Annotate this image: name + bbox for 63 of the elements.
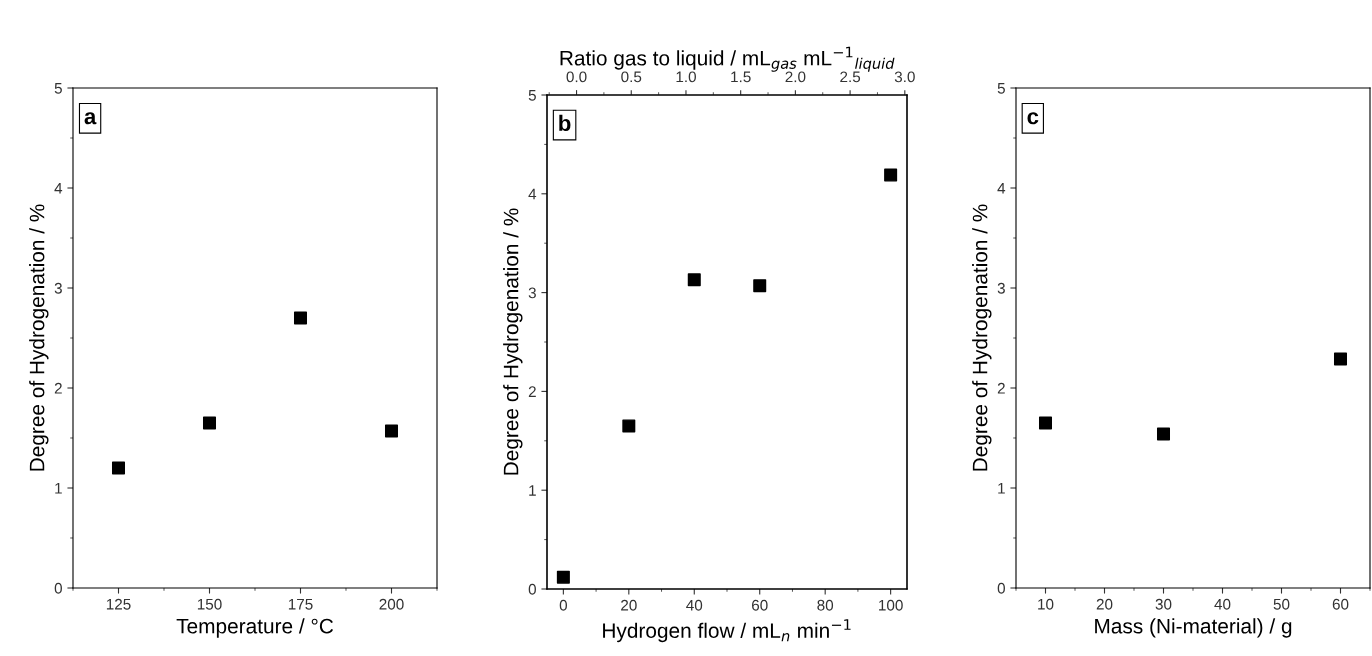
point [753,279,767,293]
y-tick-label: 3 [997,282,1005,294]
x2-tick-label: 0.0 [566,71,587,83]
x-tick-label: 150 [197,598,222,610]
point [884,168,898,182]
y-tick-label: 1 [529,485,536,496]
y-axis-title: Degree of Hydrogenation / % [503,208,523,475]
y-tick-label: 5 [997,83,1005,94]
point [622,419,636,433]
y-tick-label: 2 [997,382,1005,394]
y-tick-label: 5 [528,90,536,101]
x-tick-label: 40 [1214,598,1231,610]
y-tick-label: 3 [528,287,536,299]
x-tick-label: 0 [559,599,568,611]
x-tick-label: 80 [817,599,834,611]
annotation: c [1027,112,1039,125]
x2-axis-title: Ratio gas to liquid / mL$_{gas}$ mL$^{−1}$$_{liquid}$ [560,46,895,72]
x2-tick-label: 3.0 [894,71,915,83]
point [202,416,217,430]
y-axis-title: Degree of Hydrogenation / % [29,204,49,471]
annotation: a [84,112,97,125]
x-axis-title: Mass (Ni-material) / g [1095,618,1292,638]
point [1156,427,1171,441]
x-tick-label: 60 [752,599,768,611]
x2-tick-label: 0.5 [621,71,642,83]
y-tick-label: 0 [54,582,62,594]
point [1333,352,1348,366]
x-tick-label: 200 [379,598,404,610]
x-tick-label: 175 [288,598,313,610]
x2-tick-label: 1.5 [731,71,751,83]
y-tick-label: 0 [528,583,536,595]
x2-tick-label: 2.0 [785,71,806,83]
point [556,570,570,584]
point [293,311,308,325]
point [1038,416,1053,430]
x-axis-title: Hydrogen flow / mL$_{n}$ min$^{−1}$ [603,619,851,643]
x-tick-label: 125 [106,598,131,610]
x-tick-label: 10 [1038,598,1054,610]
y-tick-label: 3 [54,282,62,294]
x-tick-label: 20 [621,599,637,611]
y-tick-label: 5 [54,83,62,94]
x-tick-label: 30 [1155,598,1172,610]
x-tick-label: 100 [879,599,903,611]
x-tick-label: 20 [1096,598,1113,610]
x-axis-title: Temperature / °C [176,618,334,638]
y-axis-title: Degree of Hydrogenation / % [972,204,992,471]
x-tick-label: 60 [1332,598,1349,610]
annotation: b [559,114,571,132]
point [111,461,126,475]
x2-tick-label: 2.5 [840,71,861,83]
y-tick-label: 1 [998,483,1005,494]
y-tick-label: 0 [997,582,1005,594]
y-tick-label: 4 [997,183,1006,194]
y-tick-label: 4 [54,183,63,194]
x-tick-label: 40 [686,599,703,611]
x2-tick-label: 1.0 [676,71,696,83]
point [687,273,701,287]
point [384,424,399,438]
y-tick-label: 1 [55,483,62,494]
x-tick-label: 50 [1273,598,1290,610]
y-tick-label: 2 [54,382,62,394]
y-tick-label: 2 [528,386,536,397]
y-tick-label: 4 [528,188,537,200]
